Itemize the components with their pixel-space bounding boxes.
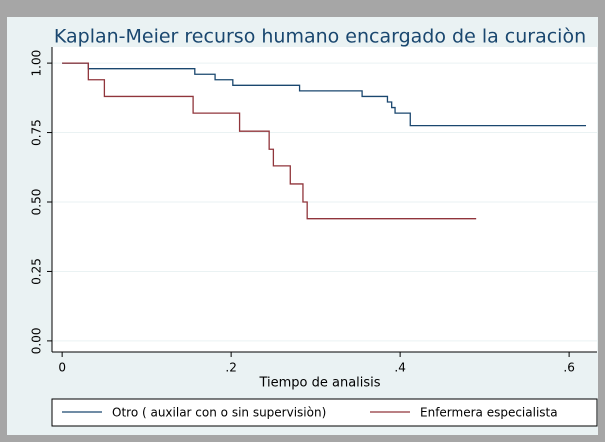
km-curve xyxy=(62,62,477,220)
x-tick-label: .2 xyxy=(225,361,236,375)
km-curve xyxy=(62,62,587,127)
lines xyxy=(62,62,587,220)
y-tick-label: 0.25 xyxy=(30,258,44,285)
legend-label: Enfermera especialista xyxy=(420,406,558,420)
legend: Otro ( auxilar con o sin supervisiòn) Enf… xyxy=(51,398,598,427)
grid xyxy=(52,62,597,342)
chart-title: Kaplan-Meier recurso humano encargado de… xyxy=(54,26,586,48)
y-tick-label: 0.00 xyxy=(30,328,44,355)
y-tick-label: 1.00 xyxy=(30,50,44,77)
x-tick-label: 0 xyxy=(58,361,66,375)
x-tick-label: .4 xyxy=(394,361,405,375)
legend-box xyxy=(51,398,598,427)
x-tick-label: .6 xyxy=(563,361,574,375)
y-tick-label: 0.50 xyxy=(30,189,44,216)
axes: 0.00 0.25 0.50 0.75 1.00 0 .2 .4 .6 xyxy=(30,47,597,375)
y-tick-label: 0.75 xyxy=(30,119,44,146)
legend-label: Otro ( auxilar con o sin supervisiòn) xyxy=(112,406,326,420)
plot-area xyxy=(52,47,597,352)
x-axis-label: Tiempo de analisis xyxy=(258,376,380,391)
